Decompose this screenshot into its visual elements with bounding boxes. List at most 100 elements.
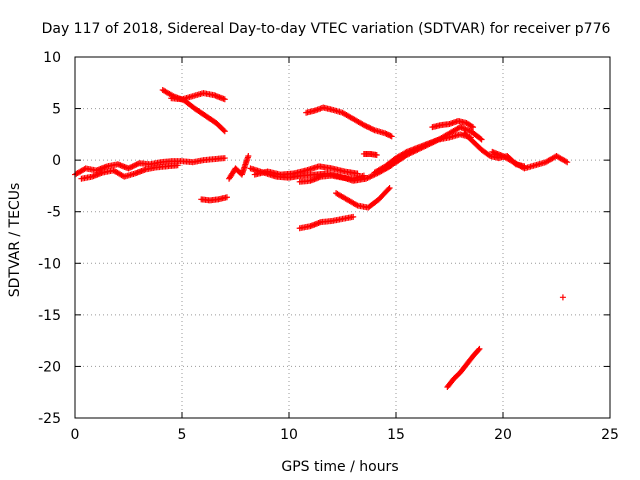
data-point [373,151,380,158]
data-point [431,138,438,145]
series-track-16 [429,117,477,131]
y-tick-label: 10 [43,50,61,66]
data-point [562,158,569,165]
series-track-19 [444,345,483,391]
y-tick-label: -10 [38,256,61,272]
data-point [220,127,227,134]
data-point [221,155,228,162]
plot-frame [74,56,611,419]
data-point [363,123,370,130]
data-point [470,124,477,131]
y-tick-label: -5 [47,205,61,221]
data-point [133,161,140,168]
data-point [125,165,132,172]
x-tick-label: 0 [71,427,80,443]
y-tick-label: 5 [52,102,61,118]
data-point [426,141,433,148]
data-point [406,150,413,157]
data-point [410,148,417,155]
data-point [169,92,176,99]
data-point [367,125,374,132]
data-point [423,142,430,149]
data-point [421,143,428,150]
y-tick-label: -15 [38,308,61,324]
chart-marks [72,87,571,391]
data-point [478,136,485,143]
data-point [386,184,393,191]
series-track-20 [559,294,566,301]
y-tick-label: -20 [38,359,61,375]
data-point [364,124,371,131]
data-point [388,133,395,140]
data-point [223,194,230,201]
data-point [350,213,357,220]
series-track-12 [333,184,393,211]
data-point [407,150,414,157]
data-point [368,125,375,132]
series-track-18 [489,148,571,172]
data-point [411,148,418,155]
x-tick-label: 15 [387,427,405,443]
series-track-9 [296,172,367,185]
data-point [221,128,228,135]
data-point [221,96,228,103]
data-point [385,186,392,193]
data-point [425,141,432,148]
data-point [126,164,133,171]
data-point [476,345,483,352]
x-tick-label: 10 [280,427,298,443]
data-point [362,122,369,129]
series-track-10 [303,104,395,140]
y-tick-label: 0 [52,153,61,169]
series-track-5 [198,194,230,204]
series-track-2 [78,162,181,182]
x-axis-label: GPS time / hours [281,459,398,475]
data-point [413,147,420,154]
data-point [353,201,360,208]
data-point [405,151,412,158]
data-point [434,137,441,144]
data-point [468,123,475,130]
series-track-6 [226,153,252,182]
data-point [128,164,135,171]
series-track-4 [168,90,228,103]
data-point [477,135,484,142]
data-point [419,144,426,151]
series-track-11 [296,213,357,232]
x-tick-label: 20 [494,427,512,443]
data-point [370,126,377,133]
data-point [433,137,440,144]
data-point [130,162,137,169]
data-point [475,346,482,353]
data-point [174,162,181,169]
data-point [403,151,410,158]
data-point [129,163,136,170]
data-point [360,122,367,129]
x-tick-label: 5 [178,427,187,443]
y-axis-label: SDTVAR / TECUs [7,183,23,298]
data-point [418,144,425,151]
data-point [414,146,421,153]
data-point [417,145,424,152]
data-point [360,172,367,179]
chart-grid [75,57,610,418]
x-tick-label: 25 [601,427,619,443]
data-point [430,139,437,146]
data-point [422,142,429,149]
data-point [245,153,252,160]
data-point [132,162,139,169]
data-point [429,139,436,146]
chart-title: Day 117 of 2018, Sidereal Day-to-day VTE… [42,21,611,37]
data-point [415,146,422,153]
data-point [485,152,492,159]
data-point [564,159,571,166]
series-track-8 [251,163,361,178]
data-point [559,294,566,301]
data-point [409,149,416,156]
data-point [387,132,394,139]
data-point [366,124,373,131]
series-track-13 [360,150,380,158]
data-point [427,140,434,147]
y-tick-label: -25 [38,411,61,427]
